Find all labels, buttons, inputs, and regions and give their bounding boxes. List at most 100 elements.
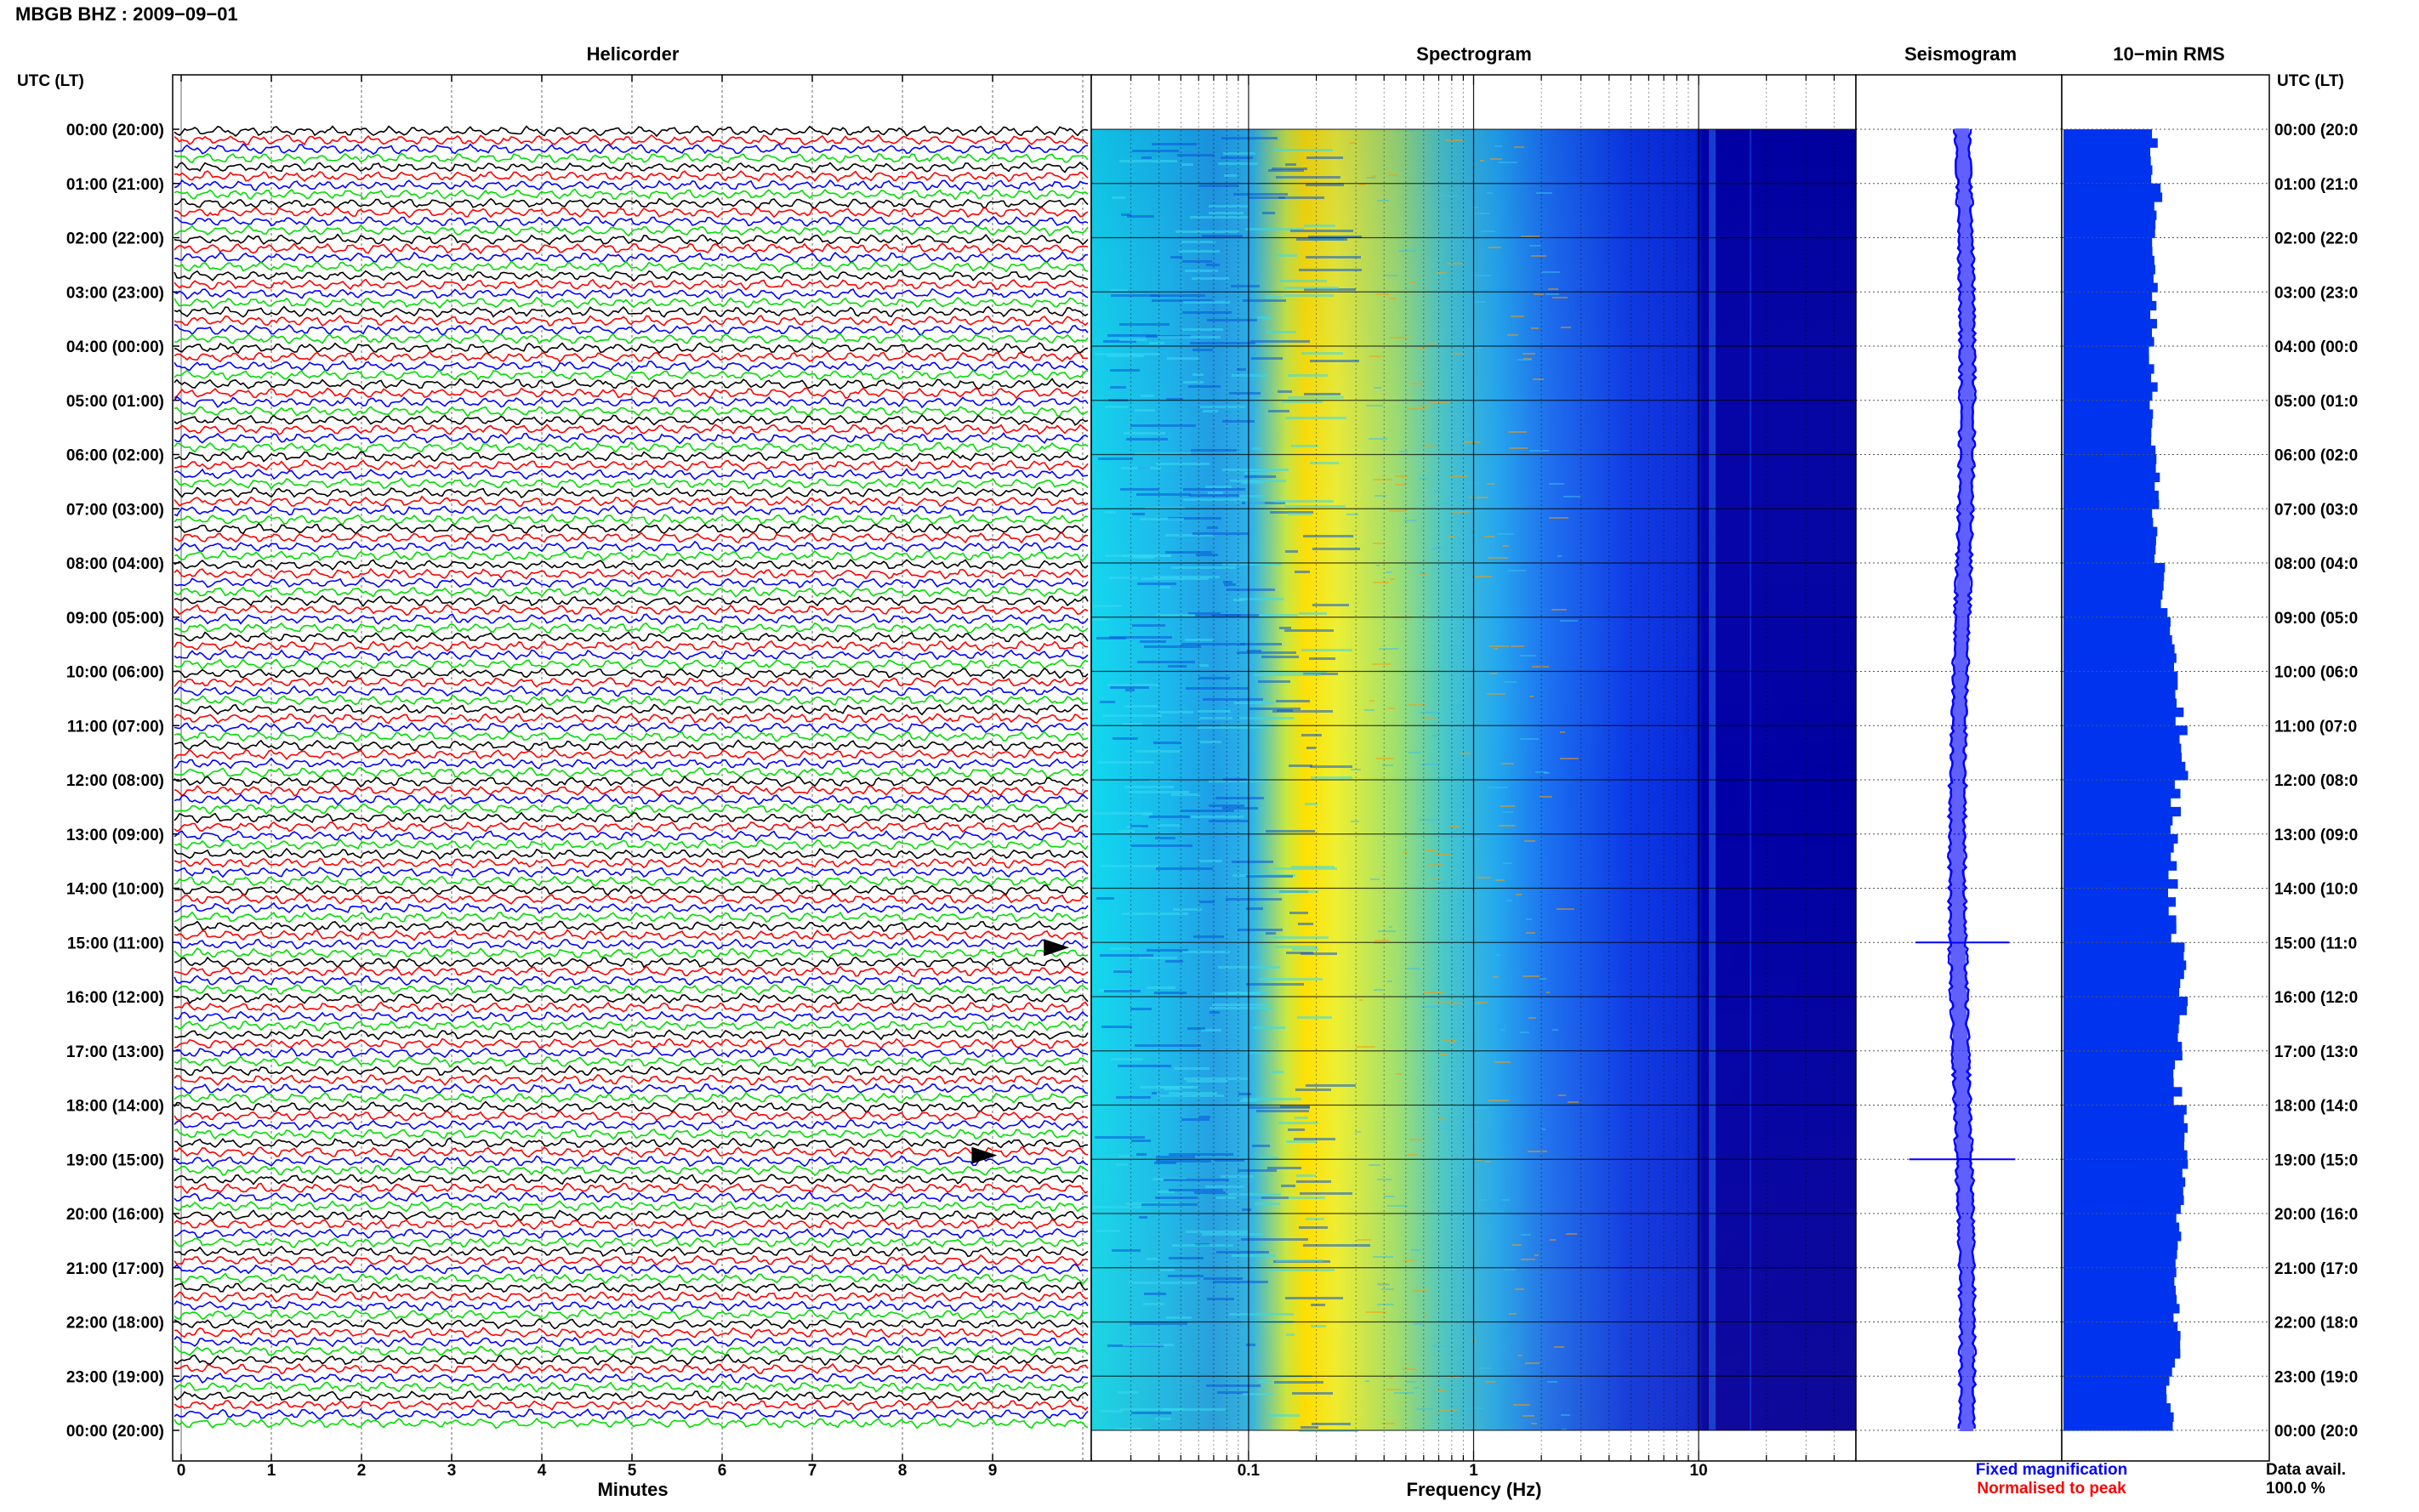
rms-bar [2063, 888, 2168, 898]
legend-normalised-to-peak: Normalised to peak [1977, 1480, 2126, 1498]
helicorder-events [971, 939, 1070, 1164]
helicorder-trace-row [174, 1417, 1089, 1430]
helicorder-trace-row [174, 1010, 1089, 1023]
rms-bar [2063, 202, 2154, 212]
hour-label-left: 00:00 (20:00) [66, 122, 164, 139]
rms-bar [2063, 1403, 2171, 1413]
frequency-tick-label: 10 [1690, 1462, 1708, 1480]
helicorder-trace-row [174, 594, 1089, 607]
helicorder-trace-row [174, 712, 1088, 725]
helicorder-trace-row [174, 395, 1089, 409]
time-axis-label-right: UTC (LT) [2277, 72, 2344, 90]
rms-bar [2063, 825, 2171, 835]
rms-bar [2063, 1331, 2181, 1341]
rms-bar [2063, 1276, 2175, 1287]
helicorder-trace-row [174, 1299, 1089, 1312]
helicorder-trace-row [174, 604, 1089, 617]
helicorder-trace-row [174, 251, 1089, 264]
helicorder-trace-row [174, 766, 1089, 779]
helicorder-trace-row [174, 477, 1089, 490]
hour-label-right: 12:00 (08:0 [2274, 772, 2358, 790]
rms-bar [2063, 1286, 2176, 1296]
hour-label-left: 00:00 (20:00) [66, 1423, 164, 1441]
helicorder-trace-row [174, 1344, 1089, 1357]
helicorder-trace-row [174, 1254, 1089, 1267]
spectrogram-panel [1090, 74, 1857, 1462]
seismogram-trace [1909, 128, 2016, 1431]
helicorder-trace-row [174, 577, 1089, 589]
rms-bar [2063, 355, 2149, 365]
rms-bar [2063, 129, 2153, 139]
rms-bar [2063, 1132, 2185, 1142]
hour-label-left: 03:00 (23:00) [66, 284, 164, 302]
hour-label-right: 06:00 (02:0 [2274, 447, 2358, 465]
hour-label-right: 08:00 (04:0 [2274, 555, 2358, 573]
rms-bar [2063, 228, 2155, 239]
rms-bar [2063, 906, 2169, 916]
helicorder-trace-row [174, 1118, 1089, 1132]
helicorder-trace-row [174, 857, 1089, 869]
helicorder-trace-row [174, 1272, 1089, 1285]
hour-label-right: 01:00 (21:0 [2274, 176, 2358, 194]
rms-bar [2063, 1421, 2173, 1431]
rms-bar [2063, 1077, 2174, 1088]
helicorder-trace-row [174, 829, 1088, 842]
helicorder-trace-row [174, 793, 1089, 806]
helicorder-trace-row [174, 1209, 1089, 1222]
hour-label-right: 00:00 (20:0 [2274, 122, 2358, 139]
helicorder-trace-row [174, 983, 1089, 996]
helicorder-trace-row [174, 287, 1089, 300]
minute-tick-label: 8 [898, 1462, 908, 1480]
helicorder-trace-row [174, 866, 1089, 878]
helicorder-trace-row [174, 161, 1089, 173]
helicorder-trace-row [174, 1380, 1089, 1394]
helicorder-trace-row [174, 242, 1089, 255]
helicorder-trace-row [174, 649, 1089, 662]
seismogram-panel [1855, 74, 2063, 1462]
rms-grid [2062, 128, 2269, 1431]
rms-bar [2063, 1384, 2166, 1395]
helicorder-trace-row [174, 1263, 1089, 1276]
rms-bar [2063, 319, 2157, 329]
helicorder-trace-row [174, 270, 1089, 282]
rms-bar [2063, 1240, 2178, 1251]
rms-bar [2063, 364, 2154, 374]
data-availability-value: 100.0 % [2266, 1480, 2325, 1498]
helicorder-trace-row [174, 215, 1089, 228]
helicorder-trace-row [174, 1046, 1089, 1060]
rms-bar [2063, 599, 2161, 609]
minute-tick-label: 1 [267, 1462, 276, 1480]
rms-bar [2063, 1042, 2183, 1052]
helicorder-trace-row [174, 1173, 1089, 1185]
rms-bar [2063, 517, 2154, 528]
hour-label-left: 12:00 (08:00) [66, 772, 164, 790]
helicorder-trace-row [174, 721, 1089, 734]
rms-bar [2063, 1032, 2178, 1043]
hour-label-right: 15:00 (11:0 [2274, 935, 2357, 952]
helicorder-trace-row [174, 333, 1089, 344]
helicorder-trace-row [174, 315, 1089, 327]
rms-bar [2063, 1312, 2174, 1323]
helicorder-trace-row [174, 920, 1089, 933]
helicorder-trace-row [174, 450, 1089, 463]
helicorder-trace-row [174, 757, 1089, 770]
rms-bar [2063, 346, 2149, 356]
helicorder-trace-row [174, 639, 1089, 652]
rms-bar [2063, 770, 2188, 781]
hour-label-right: 18:00 (14:0 [2274, 1098, 2358, 1116]
hour-label-right: 11:00 (07:0 [2274, 718, 2357, 736]
helicorder-trace-row [174, 622, 1089, 634]
rms-bar [2063, 1150, 2188, 1160]
rms-bar [2063, 806, 2181, 817]
rms-bar [2063, 969, 2184, 980]
helicorder-trace-row [174, 929, 1089, 941]
rms-bar [2063, 997, 2188, 1007]
helicorder-trace-row [174, 1065, 1089, 1077]
rms-bar [2063, 1259, 2176, 1269]
rms-bar [2063, 1005, 2187, 1015]
helicorder-trace-row [174, 612, 1089, 626]
rms-bar [2063, 554, 2155, 564]
hour-label-left: 13:00 (09:00) [66, 827, 164, 844]
rms-bar [2063, 1367, 2172, 1377]
helicorder-trace-row [174, 1362, 1089, 1375]
